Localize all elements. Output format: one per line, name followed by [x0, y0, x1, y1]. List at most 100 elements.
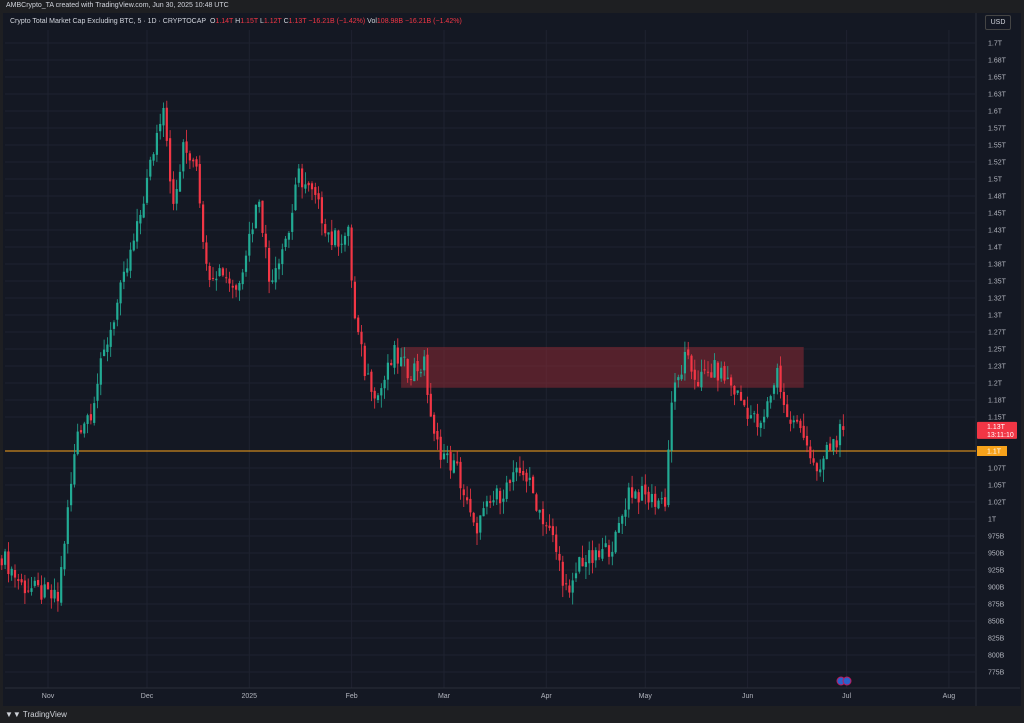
candle-body — [578, 557, 581, 572]
candle-body — [469, 498, 472, 513]
candle-body — [815, 463, 818, 472]
candle-body — [505, 482, 508, 499]
time-axis-label: Jun — [742, 693, 753, 700]
candle-body — [515, 467, 518, 473]
candle-body — [145, 177, 149, 203]
price-axis-label: 1.38T — [988, 262, 1007, 269]
candle-body — [50, 589, 53, 599]
candle-body — [832, 439, 835, 451]
candle-body — [202, 204, 205, 242]
candle-body — [413, 363, 416, 382]
candle-body — [76, 431, 79, 455]
low-value: 1.12T — [263, 18, 282, 25]
candle-body — [327, 232, 330, 235]
candle-body — [406, 359, 409, 379]
candle-body — [23, 580, 26, 594]
candle-body — [106, 344, 109, 353]
candle-body — [720, 367, 723, 379]
event-marker-icon[interactable] — [842, 676, 852, 686]
price-axis-label: 1.18T — [988, 398, 1007, 405]
candle-body — [238, 283, 241, 291]
candle-body — [423, 356, 426, 371]
candle-body — [350, 227, 353, 281]
candle-body — [103, 349, 106, 357]
candle-body — [812, 458, 815, 463]
candle-body — [63, 543, 66, 570]
currency-button[interactable]: USD — [985, 15, 1011, 30]
candle-body — [532, 476, 535, 494]
candle-body — [528, 477, 531, 481]
time-axis-label: Apr — [541, 693, 553, 700]
resistance-zone[interactable] — [401, 346, 804, 388]
candle-body — [459, 461, 462, 489]
candle-body — [139, 214, 142, 224]
hline-price-value: 1.1T — [987, 449, 1002, 456]
candle-body — [370, 371, 373, 392]
candle-body — [598, 550, 601, 558]
symbol-title[interactable]: Crypto Total Market Cap Excluding BTC, 5… — [10, 18, 207, 25]
last-price-value: 1.13T — [987, 424, 1006, 431]
candle-body — [93, 403, 96, 423]
price-axis-label: 1.48T — [988, 194, 1007, 201]
price-axis-label: 1.2T — [988, 381, 1003, 388]
candle-body — [367, 373, 370, 375]
candle-body — [383, 379, 386, 389]
candle-body — [281, 249, 284, 265]
candle-body — [317, 193, 320, 200]
candle-body — [376, 395, 380, 401]
candle-body — [627, 487, 630, 510]
candle-body — [30, 588, 33, 592]
candle-body — [419, 372, 422, 374]
candle-body — [436, 431, 439, 440]
candle-body — [433, 414, 436, 434]
candle-body — [492, 500, 495, 503]
candle-body — [786, 404, 789, 418]
candle-body — [211, 277, 215, 279]
candle-body — [548, 525, 551, 528]
candle-body — [650, 493, 653, 503]
candle-body — [320, 197, 323, 224]
price-axis-label: 1.45T — [988, 211, 1007, 218]
candle-body — [842, 426, 845, 430]
price-axis-label: 1.07T — [988, 466, 1007, 473]
tradingview-logo: ▼▼ TradingView — [5, 710, 67, 719]
candle-body — [218, 268, 221, 277]
candle-body — [119, 282, 122, 304]
candle-body — [466, 497, 469, 501]
candle-body — [0, 558, 3, 566]
price-axis-label: 950B — [988, 551, 1005, 558]
candle-body — [307, 182, 310, 186]
candle-body — [277, 263, 281, 270]
candle-body — [152, 154, 155, 161]
candle-body — [182, 142, 185, 172]
candle-body — [706, 371, 710, 373]
candle-body — [452, 460, 455, 473]
candle-body — [40, 585, 43, 600]
candle-body — [116, 302, 119, 320]
candle-body — [261, 200, 264, 233]
candle-body — [502, 498, 505, 502]
candle-body — [258, 201, 261, 207]
candle-body — [621, 515, 624, 524]
price-axis-label: 1T — [988, 517, 997, 524]
candle-body — [165, 107, 168, 141]
candle-body — [802, 425, 805, 438]
candle-body — [340, 243, 343, 245]
candle-body — [766, 401, 769, 417]
candle-body — [680, 374, 683, 380]
candle-body — [109, 329, 112, 347]
candle-body — [169, 138, 172, 182]
candle-body — [192, 159, 195, 162]
price-axis-label: 1.6T — [988, 109, 1003, 116]
candle-body — [162, 107, 165, 126]
candle-body — [337, 230, 340, 247]
price-axis-label: 1.4T — [988, 245, 1003, 252]
candle-body — [772, 385, 776, 394]
candle-body — [13, 569, 17, 578]
price-axis-label: 1.3T — [988, 313, 1003, 320]
high-label: H — [235, 18, 241, 25]
candle-body — [611, 551, 614, 557]
price-axis-label: 1.7T — [988, 41, 1003, 48]
